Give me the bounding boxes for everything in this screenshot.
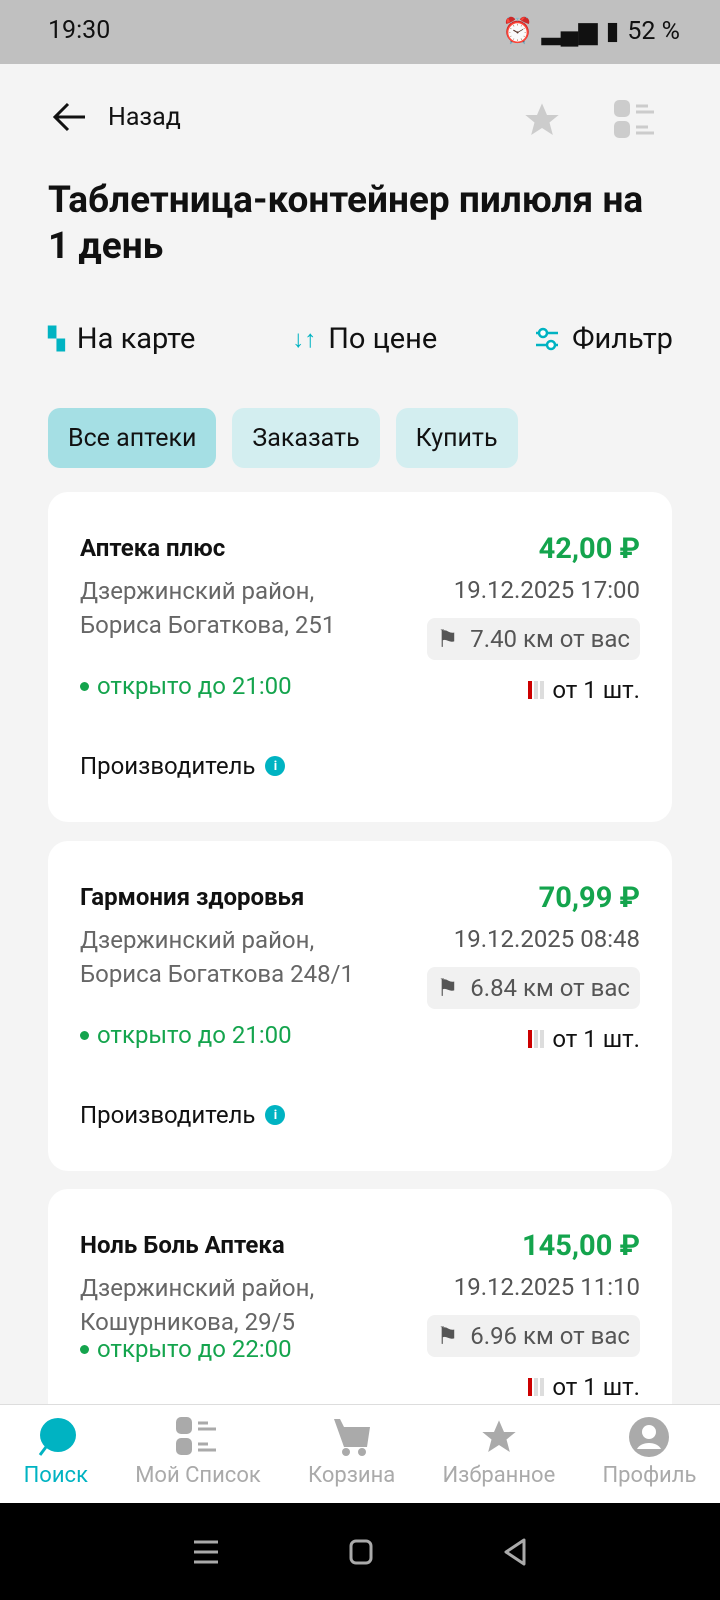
status-time: 19:30	[48, 16, 111, 45]
recents-icon[interactable]	[193, 1540, 219, 1564]
pharmacy-card[interactable]: Гармония здоровья Дзержинский район, Бор…	[48, 841, 672, 1171]
star-icon[interactable]	[522, 100, 562, 140]
pharmacy-name: Ноль Боль Аптека	[80, 1231, 285, 1259]
star-icon	[482, 1420, 516, 1452]
pharmacy-address: Дзержинский район, Бориса Богаткова, 251	[80, 577, 336, 639]
update-date: 19.12.2025 08:48	[453, 925, 640, 953]
info-icon[interactable]: i	[265, 1105, 286, 1125]
nav-label: Профиль	[602, 1463, 697, 1488]
sort-label: По цене	[328, 322, 438, 356]
distance-badge: ⚑ 6.84 км от вас	[426, 967, 640, 1009]
back-button[interactable]: Назад	[52, 102, 181, 132]
pharmacy-card[interactable]: Ноль Боль Аптека Дзержинский район, Кошу…	[48, 1189, 672, 1404]
nav-profile[interactable]: Профиль	[602, 1405, 696, 1504]
info-icon[interactable]: i	[265, 756, 286, 776]
pharmacy-name: Аптека плюс	[80, 534, 226, 562]
arrow-left-icon	[52, 102, 85, 132]
pharmacy-address: Дзержинский район, Кошурникова, 29/5	[80, 1274, 315, 1336]
open-text: открыто до 22:00	[97, 1335, 292, 1363]
profile-icon	[629, 1417, 670, 1457]
update-date: 19.12.2025 17:00	[453, 576, 640, 604]
nav-favorites[interactable]: Избранное	[442, 1405, 555, 1504]
chip-group: Все аптеки Заказать Купить	[48, 408, 518, 468]
distance-badge: ⚑ 7.40 км от вас	[426, 618, 640, 660]
cart-icon	[333, 1419, 370, 1456]
nav-search[interactable]: Поиск	[24, 1405, 88, 1504]
distance-text: 7.40 км от вас	[470, 625, 630, 653]
open-text: открыто до 21:00	[97, 672, 292, 700]
flag-icon: ⚑	[436, 1322, 459, 1350]
filter-button[interactable]: Фильтр	[534, 322, 673, 356]
nav-label: Поиск	[23, 1463, 88, 1488]
alarm-icon: ⏰	[502, 16, 534, 46]
battery-icon: ▮	[605, 17, 620, 46]
pharmacy-address: Дзержинский район, Бориса Богаткова 248/…	[80, 926, 355, 988]
battery-percent: 52 %	[627, 16, 680, 46]
stock-text: от 1 шт.	[552, 676, 640, 704]
map-icon: ▚	[48, 326, 65, 352]
pharmacy-name: Гармония здоровья	[80, 883, 305, 911]
nav-label: Корзина	[307, 1463, 396, 1488]
status-dot-icon	[80, 1030, 89, 1040]
price: 70,99 ₽	[538, 881, 640, 915]
status-bar: 19:30 ⏰ ▂▄▆ ▮ 52 %	[0, 0, 720, 64]
bottom-nav: Поиск Мой Список Корзина Избранное Профи…	[0, 1404, 720, 1504]
home-icon[interactable]	[349, 1539, 373, 1565]
chip-all-pharmacies[interactable]: Все аптеки	[48, 408, 217, 468]
manufacturer-label: Производитель	[80, 1101, 256, 1129]
flag-icon: ⚑	[436, 625, 459, 653]
open-status: открыто до 21:00	[80, 1021, 292, 1049]
stock-text: от 1 шт.	[552, 1373, 640, 1401]
price: 145,00 ₽	[522, 1229, 640, 1263]
status-dot-icon	[80, 681, 89, 691]
page-title: Таблетница-контейнер пилюля на 1 день	[48, 179, 644, 268]
distance-text: 6.96 км от вас	[470, 1322, 630, 1350]
signal-icon: ▂▄▆	[541, 17, 598, 46]
search-icon	[38, 1418, 76, 1456]
sort-icon: ↓↑	[292, 324, 317, 353]
open-text: открыто до 21:00	[97, 1021, 292, 1049]
stock-bars-icon	[528, 1030, 545, 1048]
chip-buy[interactable]: Купить	[395, 408, 518, 468]
nav-cart[interactable]: Корзина	[308, 1405, 395, 1504]
stock-bars-icon	[528, 1378, 545, 1396]
pharmacy-list[interactable]: Аптека плюс Дзержинский район, Бориса Бо…	[48, 492, 672, 1404]
map-button[interactable]: ▚ На карте	[48, 322, 195, 356]
filter-label: Фильтр	[572, 322, 673, 356]
stock-level: от 1 шт.	[528, 1373, 640, 1401]
distance-badge: ⚑ 6.96 км от вас	[426, 1315, 640, 1357]
flag-icon: ⚑	[436, 974, 459, 1002]
nav-label: Избранное	[442, 1463, 556, 1488]
stock-bars-icon	[528, 681, 545, 699]
pharmacy-card[interactable]: Аптека плюс Дзержинский район, Бориса Бо…	[48, 492, 672, 822]
back-icon[interactable]	[503, 1538, 527, 1566]
manufacturer-link[interactable]: Производитель i	[80, 1101, 286, 1129]
manufacturer-label: Производитель	[80, 752, 256, 780]
map-label: На карте	[76, 322, 196, 356]
nav-my-list[interactable]: Мой Список	[135, 1405, 261, 1504]
stock-level: от 1 шт.	[528, 676, 640, 704]
top-bar: Назад	[0, 90, 720, 150]
open-status: открыто до 22:00	[80, 1335, 292, 1363]
toolbar: ▚ На карте ↓↑ По цене Фильтр	[48, 322, 673, 356]
list-icon	[175, 1417, 216, 1455]
manufacturer-link[interactable]: Производитель i	[80, 752, 286, 780]
list-icon[interactable]	[614, 100, 658, 140]
system-nav-bar	[0, 1503, 720, 1600]
stock-level: от 1 шт.	[528, 1025, 640, 1053]
chip-order[interactable]: Заказать	[232, 408, 380, 468]
distance-text: 6.84 км от вас	[470, 974, 630, 1002]
status-dot-icon	[80, 1344, 89, 1354]
open-status: открыто до 21:00	[80, 672, 292, 700]
price: 42,00 ₽	[538, 532, 640, 566]
filter-icon	[536, 327, 559, 351]
nav-label: Мой Список	[135, 1463, 261, 1488]
sort-button[interactable]: ↓↑ По цене	[292, 322, 437, 356]
back-label: Назад	[108, 102, 181, 132]
update-date: 19.12.2025 11:10	[453, 1273, 640, 1301]
stock-text: от 1 шт.	[552, 1025, 640, 1053]
